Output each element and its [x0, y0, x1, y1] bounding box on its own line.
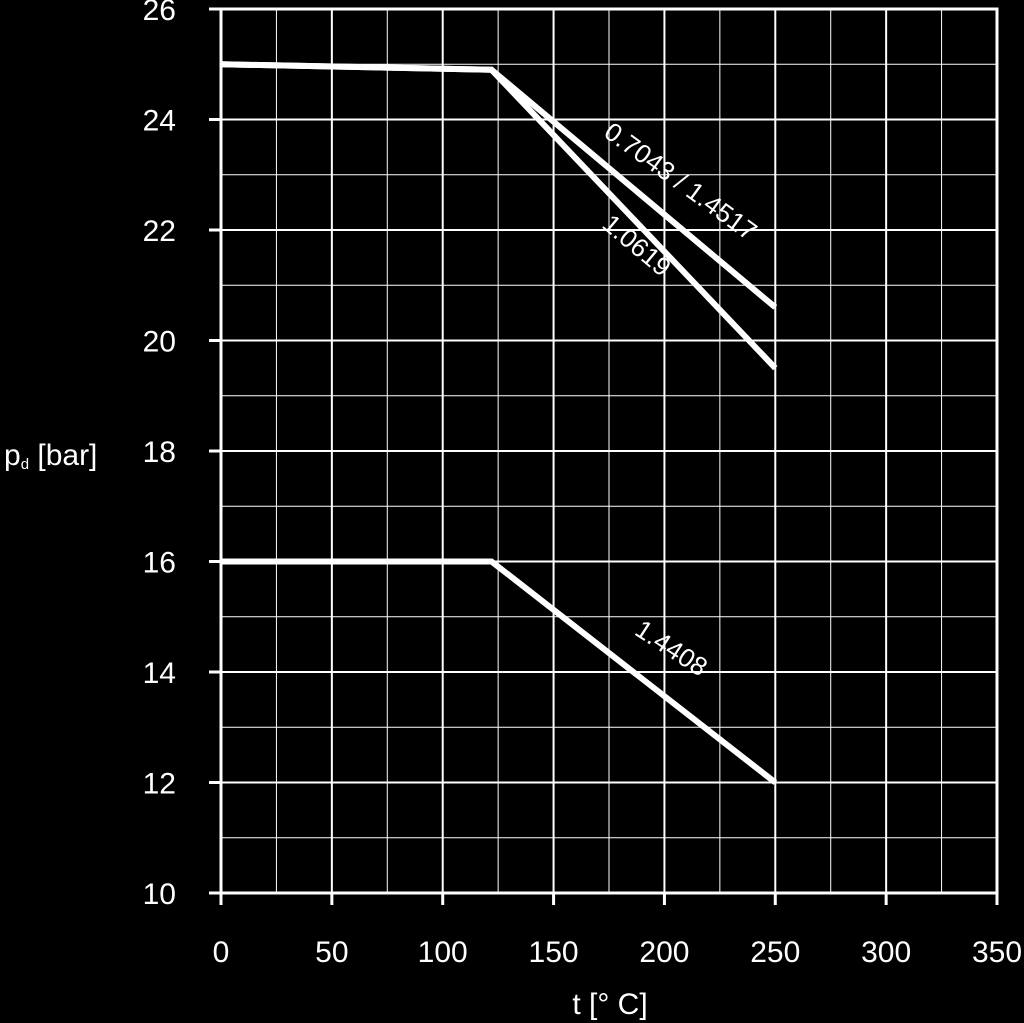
- x-tick-label: 50: [315, 936, 348, 969]
- series-line-3: [221, 558, 778, 785]
- y-axis-label-main: p: [4, 439, 21, 472]
- y-tick-label: 22: [143, 215, 176, 248]
- x-axis-label: t [° C]: [572, 988, 647, 1021]
- y-tick-label: 24: [143, 105, 176, 138]
- y-axis-label-unit: [bar]: [29, 439, 97, 472]
- y-tick-label: 10: [143, 878, 176, 911]
- y-tick-label: 14: [143, 657, 176, 690]
- x-tick-label: 150: [529, 936, 579, 969]
- plot-frame: [219, 7, 999, 895]
- series-lines: [220, 61, 778, 785]
- x-tick-labels: 0 50 100 150 200 250 300 350: [213, 936, 1022, 969]
- x-tick-label: 300: [861, 936, 911, 969]
- y-axis-label-subscript: d: [21, 456, 29, 473]
- y-tick-label: 26: [143, 0, 176, 27]
- x-tick-label: 0: [213, 936, 230, 969]
- y-tick-label: 16: [143, 547, 176, 580]
- y-tick-label: 18: [143, 436, 176, 469]
- x-tick-label: 200: [639, 936, 689, 969]
- x-tick-label: 250: [750, 936, 800, 969]
- x-tick-label: 350: [972, 936, 1022, 969]
- series-line-2: [220, 61, 778, 371]
- x-tick-label: 100: [418, 936, 468, 969]
- y-axis-label: pd [bar]: [4, 439, 97, 473]
- y-tick-labels: 10 12 14 16 18 20 22 24 26: [143, 0, 176, 911]
- y-tick-label: 12: [143, 768, 176, 801]
- y-tick-label: 20: [143, 326, 176, 359]
